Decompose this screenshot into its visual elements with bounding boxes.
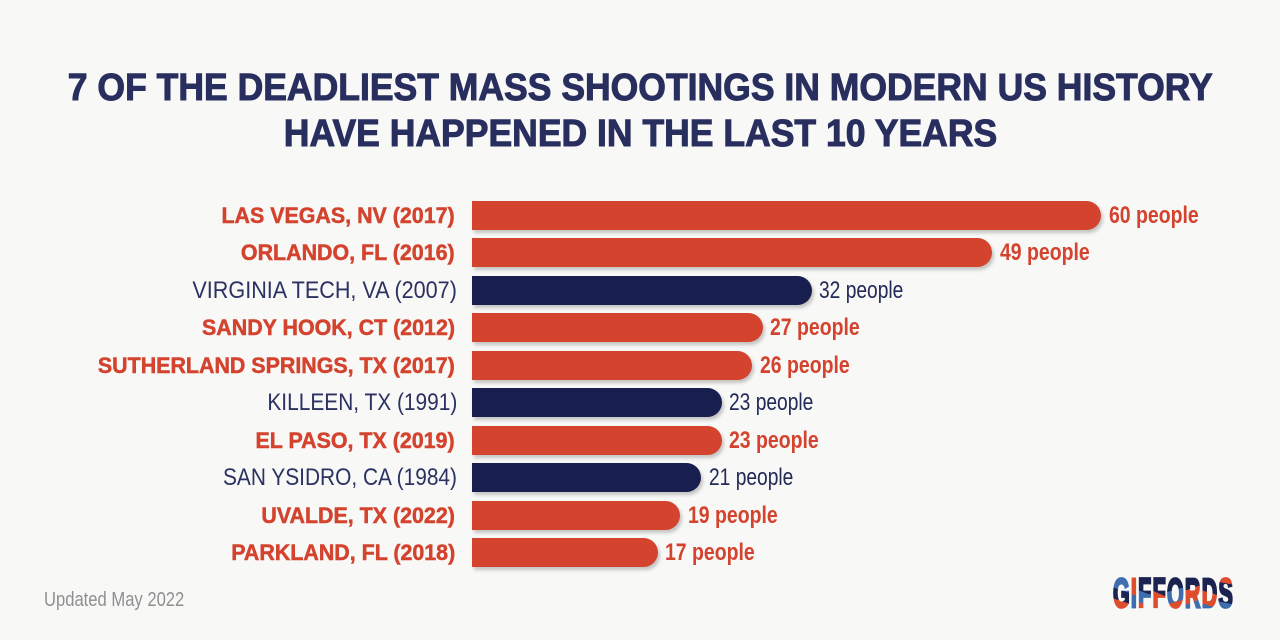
svg-text:F: F xyxy=(1153,570,1166,615)
svg-text:I: I xyxy=(1131,570,1137,615)
svg-text:D: D xyxy=(1202,570,1217,615)
svg-text:G: G xyxy=(1113,570,1130,615)
svg-text:F: F xyxy=(1138,570,1151,615)
svg-text:O: O xyxy=(1167,570,1184,615)
svg-text:S: S xyxy=(1219,570,1233,615)
svg-text:R: R xyxy=(1185,570,1201,615)
